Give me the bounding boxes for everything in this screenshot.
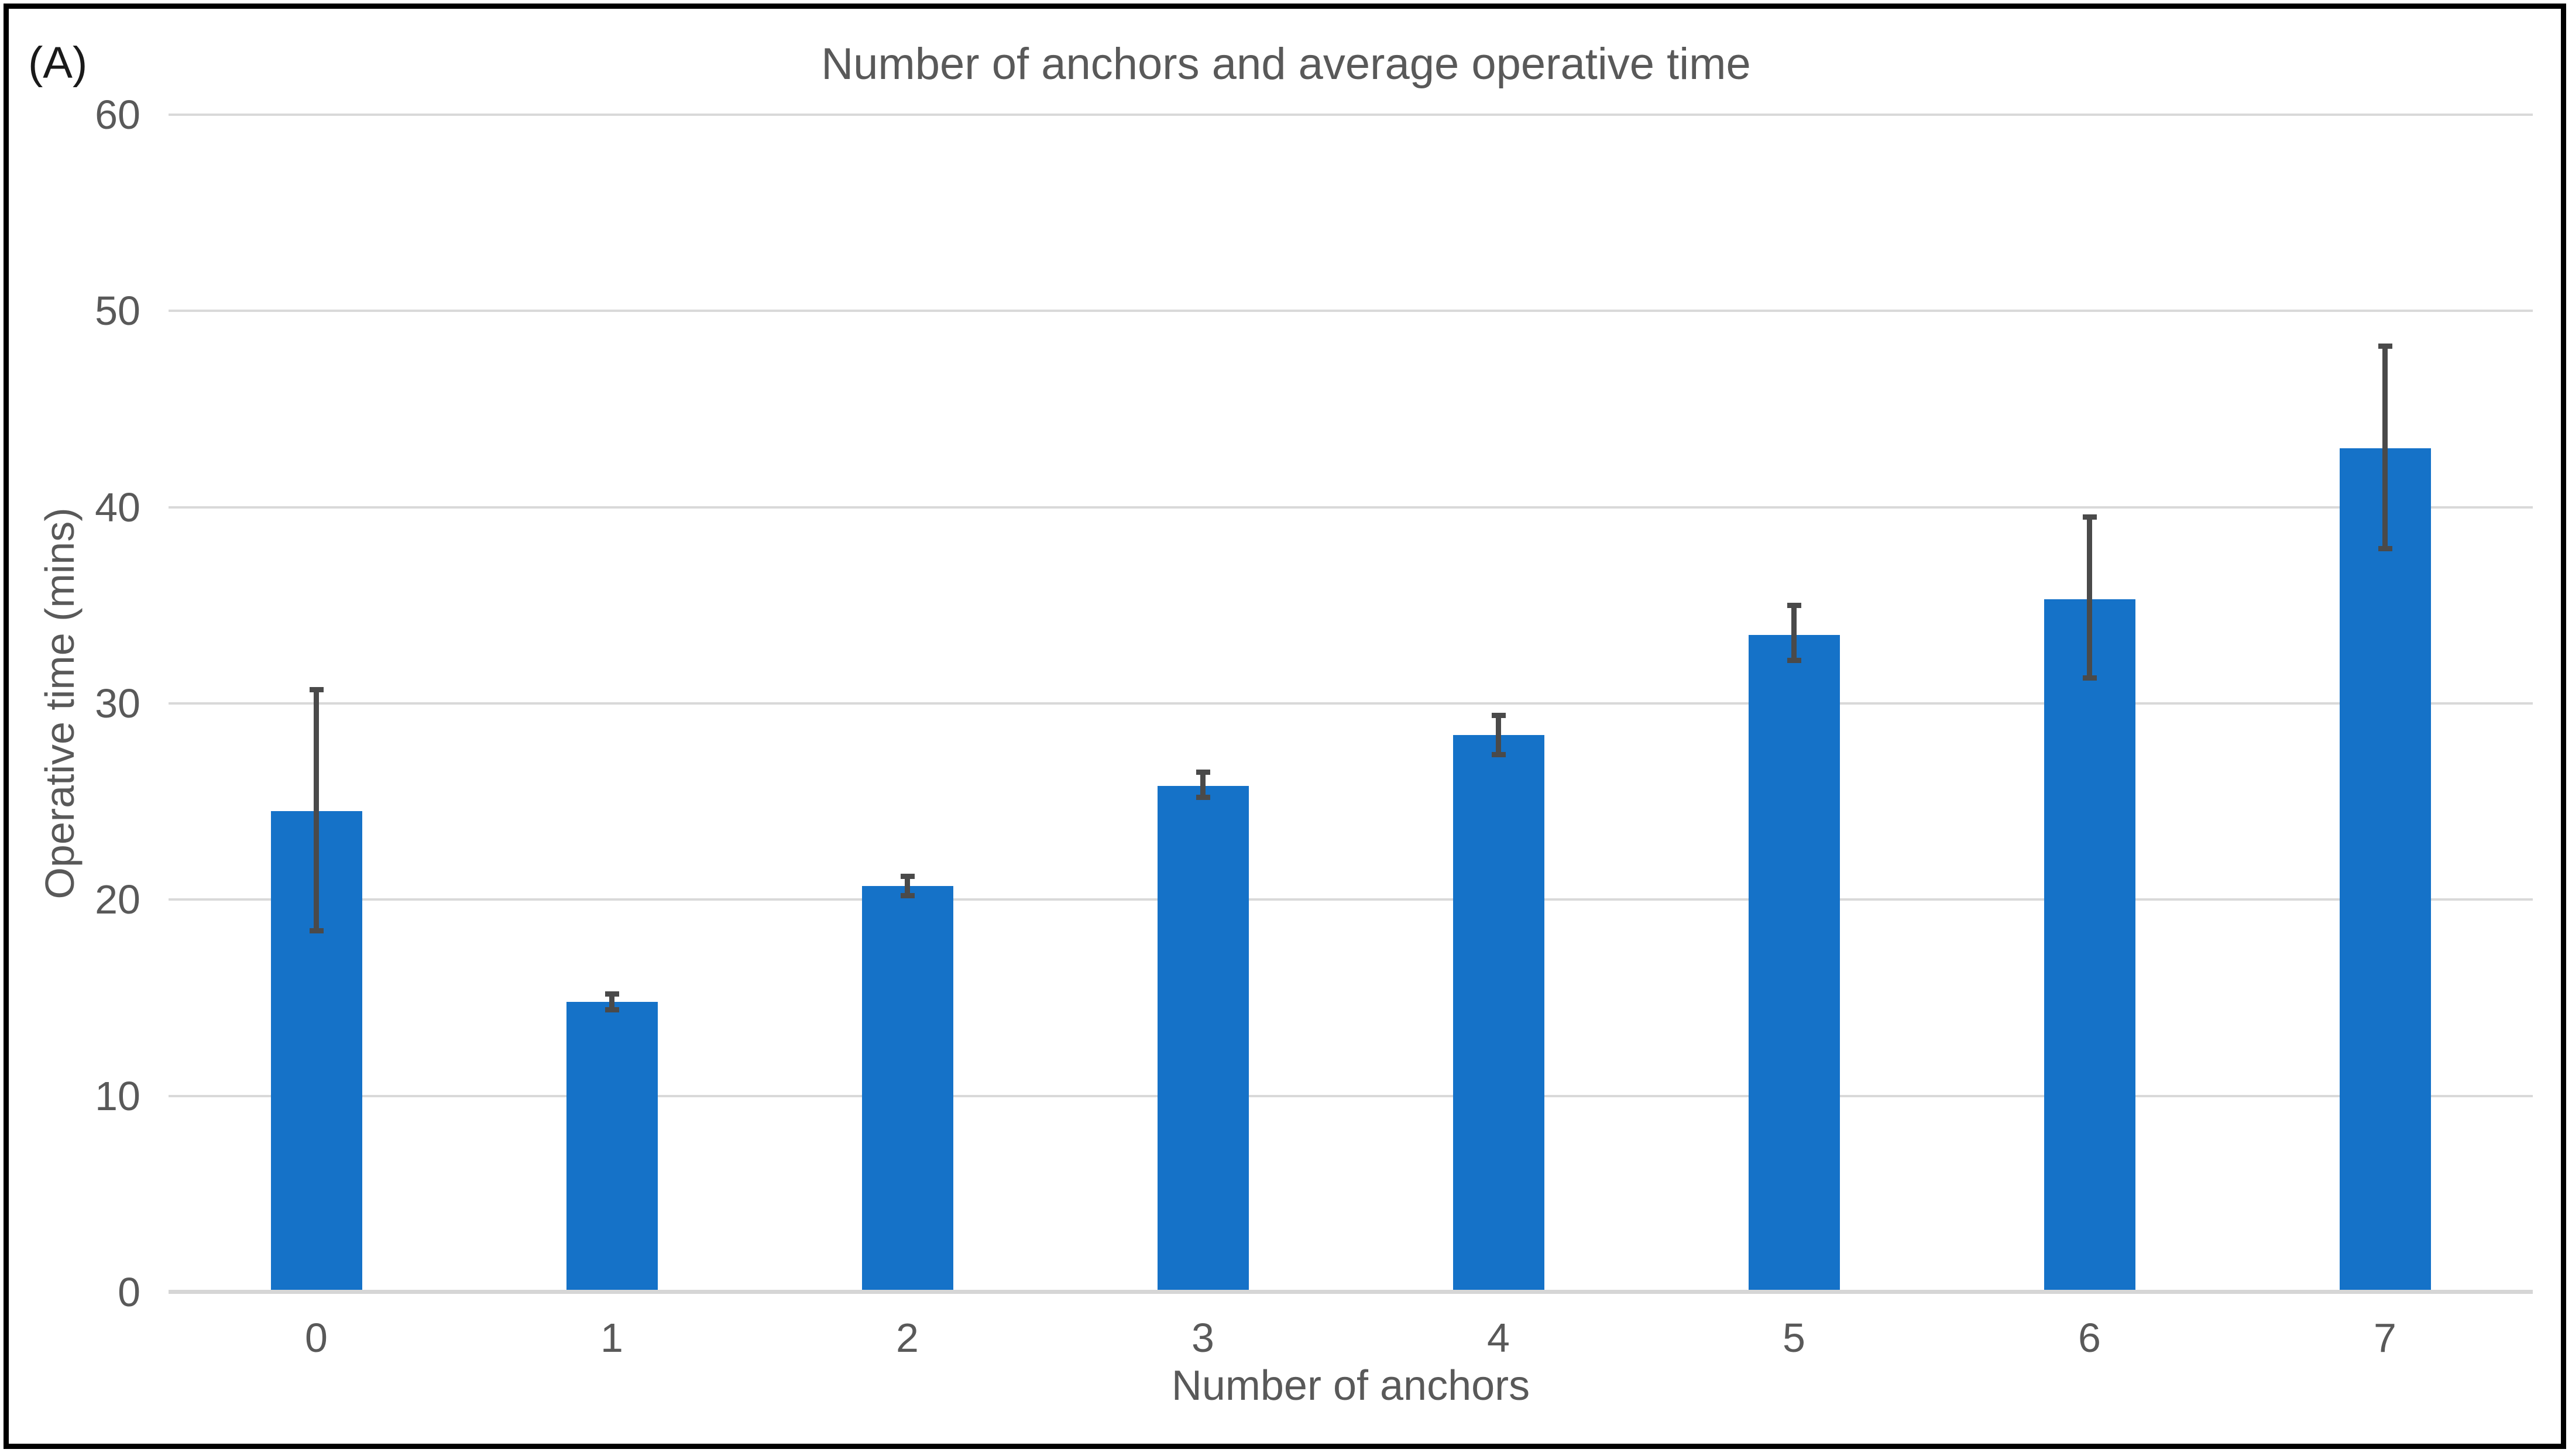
gridline-20 [169, 898, 2533, 901]
bar-2 [861, 885, 953, 1292]
chart-title: Number of anchors and average operative … [821, 39, 1751, 89]
plot-area [169, 114, 2533, 1294]
error-cap-top-3 [1196, 769, 1210, 775]
gridline-60 [169, 114, 2533, 116]
error-cap-top-6 [2082, 514, 2097, 520]
x-tick-label-4: 4 [1487, 1315, 1510, 1361]
error-cap-bottom-1 [605, 1007, 619, 1012]
error-cap-top-4 [1491, 712, 1506, 718]
error-cap-top-2 [900, 873, 915, 879]
error-bar-6 [2087, 517, 2092, 678]
figure-label: (A) [28, 38, 88, 88]
error-cap-top-7 [2378, 344, 2392, 349]
bar-3 [1157, 785, 1249, 1292]
bar-7 [2339, 448, 2431, 1292]
error-cap-bottom-4 [1491, 751, 1506, 757]
error-bar-0 [314, 689, 319, 931]
gridline-10 [169, 1094, 2533, 1097]
error-cap-top-1 [605, 991, 619, 997]
x-tick-label-0: 0 [305, 1315, 328, 1361]
error-bar-3 [1200, 772, 1206, 798]
error-bar-2 [905, 876, 910, 896]
x-tick-label-2: 2 [896, 1315, 919, 1361]
x-tick-label-3: 3 [1191, 1315, 1214, 1361]
y-tick-label-40: 40 [95, 484, 140, 530]
bar-4 [1452, 734, 1544, 1292]
error-cap-bottom-0 [309, 928, 324, 934]
y-tick-label-60: 60 [95, 92, 140, 138]
y-tick-label-30: 30 [95, 681, 140, 726]
y-axis-tick-labels: 0 10 20 30 40 50 60 [18, 92, 140, 1315]
x-axis-tick-labels: 0 1 2 3 4 5 6 7 [169, 1310, 2533, 1366]
gridline-30 [169, 702, 2533, 705]
y-tick-label-0: 0 [118, 1269, 140, 1315]
x-tick-label-6: 6 [2078, 1315, 2101, 1361]
bar-5 [1748, 634, 1840, 1292]
error-cap-bottom-6 [2082, 675, 2097, 681]
gridline-40 [169, 506, 2533, 509]
y-tick-label-20: 20 [95, 877, 140, 923]
error-cap-bottom-7 [2378, 545, 2392, 551]
gridline-50 [169, 310, 2533, 313]
error-bar-1 [609, 994, 614, 1010]
error-cap-bottom-2 [900, 893, 915, 899]
y-tick-label-50: 50 [95, 288, 140, 334]
y-tick-label-10: 10 [95, 1073, 140, 1119]
error-cap-top-0 [309, 687, 324, 693]
error-cap-bottom-3 [1196, 795, 1210, 801]
x-axis-line [169, 1290, 2533, 1294]
bar-6 [2044, 599, 2135, 1292]
error-bar-5 [1791, 605, 1797, 661]
x-tick-label-1: 1 [600, 1315, 623, 1361]
x-axis-title: Number of anchors [1171, 1362, 1530, 1409]
error-cap-bottom-5 [1787, 657, 1801, 663]
x-tick-label-5: 5 [1783, 1315, 1805, 1361]
error-bar-4 [1496, 715, 1501, 755]
error-bar-7 [2382, 346, 2388, 549]
x-tick-label-7: 7 [2374, 1315, 2396, 1361]
error-cap-top-5 [1787, 602, 1801, 608]
bar-1 [566, 1001, 658, 1292]
